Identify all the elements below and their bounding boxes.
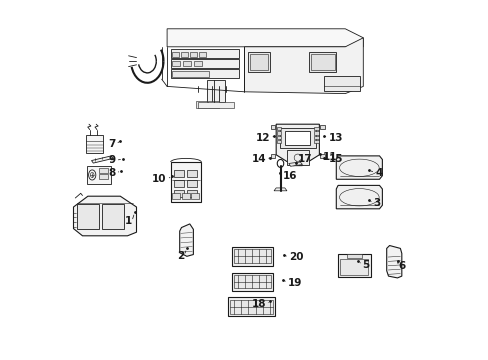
Bar xyxy=(172,71,208,77)
Polygon shape xyxy=(73,196,136,236)
Text: 9: 9 xyxy=(108,155,115,165)
Bar xyxy=(320,125,324,129)
Bar xyxy=(234,249,270,263)
Text: 10: 10 xyxy=(152,174,166,184)
Bar xyxy=(77,204,99,229)
Bar xyxy=(99,174,108,179)
Text: 12: 12 xyxy=(255,132,270,143)
Bar xyxy=(231,273,273,291)
Polygon shape xyxy=(91,156,113,163)
Text: 5: 5 xyxy=(362,260,369,270)
Bar xyxy=(323,76,359,91)
Bar xyxy=(190,52,197,57)
Bar xyxy=(102,204,123,229)
Bar xyxy=(87,166,111,184)
Bar xyxy=(314,136,318,139)
Polygon shape xyxy=(336,185,382,209)
Polygon shape xyxy=(336,156,382,179)
Bar xyxy=(172,61,180,66)
Bar xyxy=(99,168,108,173)
Bar xyxy=(270,125,275,129)
Bar xyxy=(182,193,189,199)
Bar xyxy=(206,80,224,102)
Text: 11: 11 xyxy=(322,152,337,162)
Polygon shape xyxy=(273,188,286,191)
Bar xyxy=(199,52,205,57)
Bar xyxy=(173,180,183,187)
Text: 1: 1 xyxy=(124,216,132,226)
Bar xyxy=(309,52,336,72)
Bar xyxy=(194,61,202,66)
Polygon shape xyxy=(386,246,401,278)
Polygon shape xyxy=(276,124,319,166)
Bar xyxy=(170,49,239,58)
Bar xyxy=(187,190,197,197)
Text: 17: 17 xyxy=(297,154,312,164)
Bar xyxy=(340,259,367,275)
Bar xyxy=(320,154,324,158)
Bar xyxy=(230,300,272,314)
Bar xyxy=(170,59,239,68)
Bar xyxy=(191,193,199,199)
Bar xyxy=(172,52,179,57)
Bar xyxy=(170,162,201,202)
Bar xyxy=(314,131,318,135)
Text: 7: 7 xyxy=(108,139,115,149)
Bar xyxy=(310,54,334,70)
Bar xyxy=(337,254,370,277)
Polygon shape xyxy=(167,29,363,47)
Bar xyxy=(285,131,310,145)
Bar xyxy=(270,154,275,158)
Bar xyxy=(346,254,361,258)
Bar xyxy=(314,127,318,130)
Bar xyxy=(279,128,315,148)
Text: 13: 13 xyxy=(328,132,342,143)
Text: 8: 8 xyxy=(108,168,115,178)
Bar xyxy=(228,297,275,316)
Bar xyxy=(247,52,269,72)
Bar xyxy=(187,180,197,187)
Polygon shape xyxy=(288,162,302,166)
Bar xyxy=(234,275,270,288)
Bar xyxy=(187,170,197,177)
Polygon shape xyxy=(244,38,363,94)
Bar xyxy=(286,150,308,165)
Text: 16: 16 xyxy=(282,171,297,181)
Text: 2: 2 xyxy=(176,251,183,261)
Text: 4: 4 xyxy=(374,168,382,178)
Bar xyxy=(173,170,183,177)
Bar xyxy=(208,101,219,108)
Bar xyxy=(173,190,183,197)
Text: 15: 15 xyxy=(328,154,342,164)
Bar xyxy=(170,69,239,78)
Bar xyxy=(276,136,281,139)
Bar xyxy=(172,193,180,199)
Text: 3: 3 xyxy=(373,198,380,208)
Polygon shape xyxy=(179,224,193,256)
Bar xyxy=(314,140,318,143)
Text: 18: 18 xyxy=(251,299,265,309)
Bar xyxy=(181,52,187,57)
Text: 20: 20 xyxy=(288,252,303,262)
Text: 6: 6 xyxy=(398,261,405,271)
Bar xyxy=(183,61,191,66)
Bar xyxy=(249,54,267,70)
Bar xyxy=(196,101,206,108)
Text: 14: 14 xyxy=(251,154,265,164)
Bar xyxy=(276,131,281,135)
Bar xyxy=(197,102,233,108)
Bar xyxy=(86,135,103,153)
Bar xyxy=(276,127,281,130)
Bar xyxy=(276,140,281,143)
Text: 19: 19 xyxy=(287,278,302,288)
Bar xyxy=(231,247,273,266)
